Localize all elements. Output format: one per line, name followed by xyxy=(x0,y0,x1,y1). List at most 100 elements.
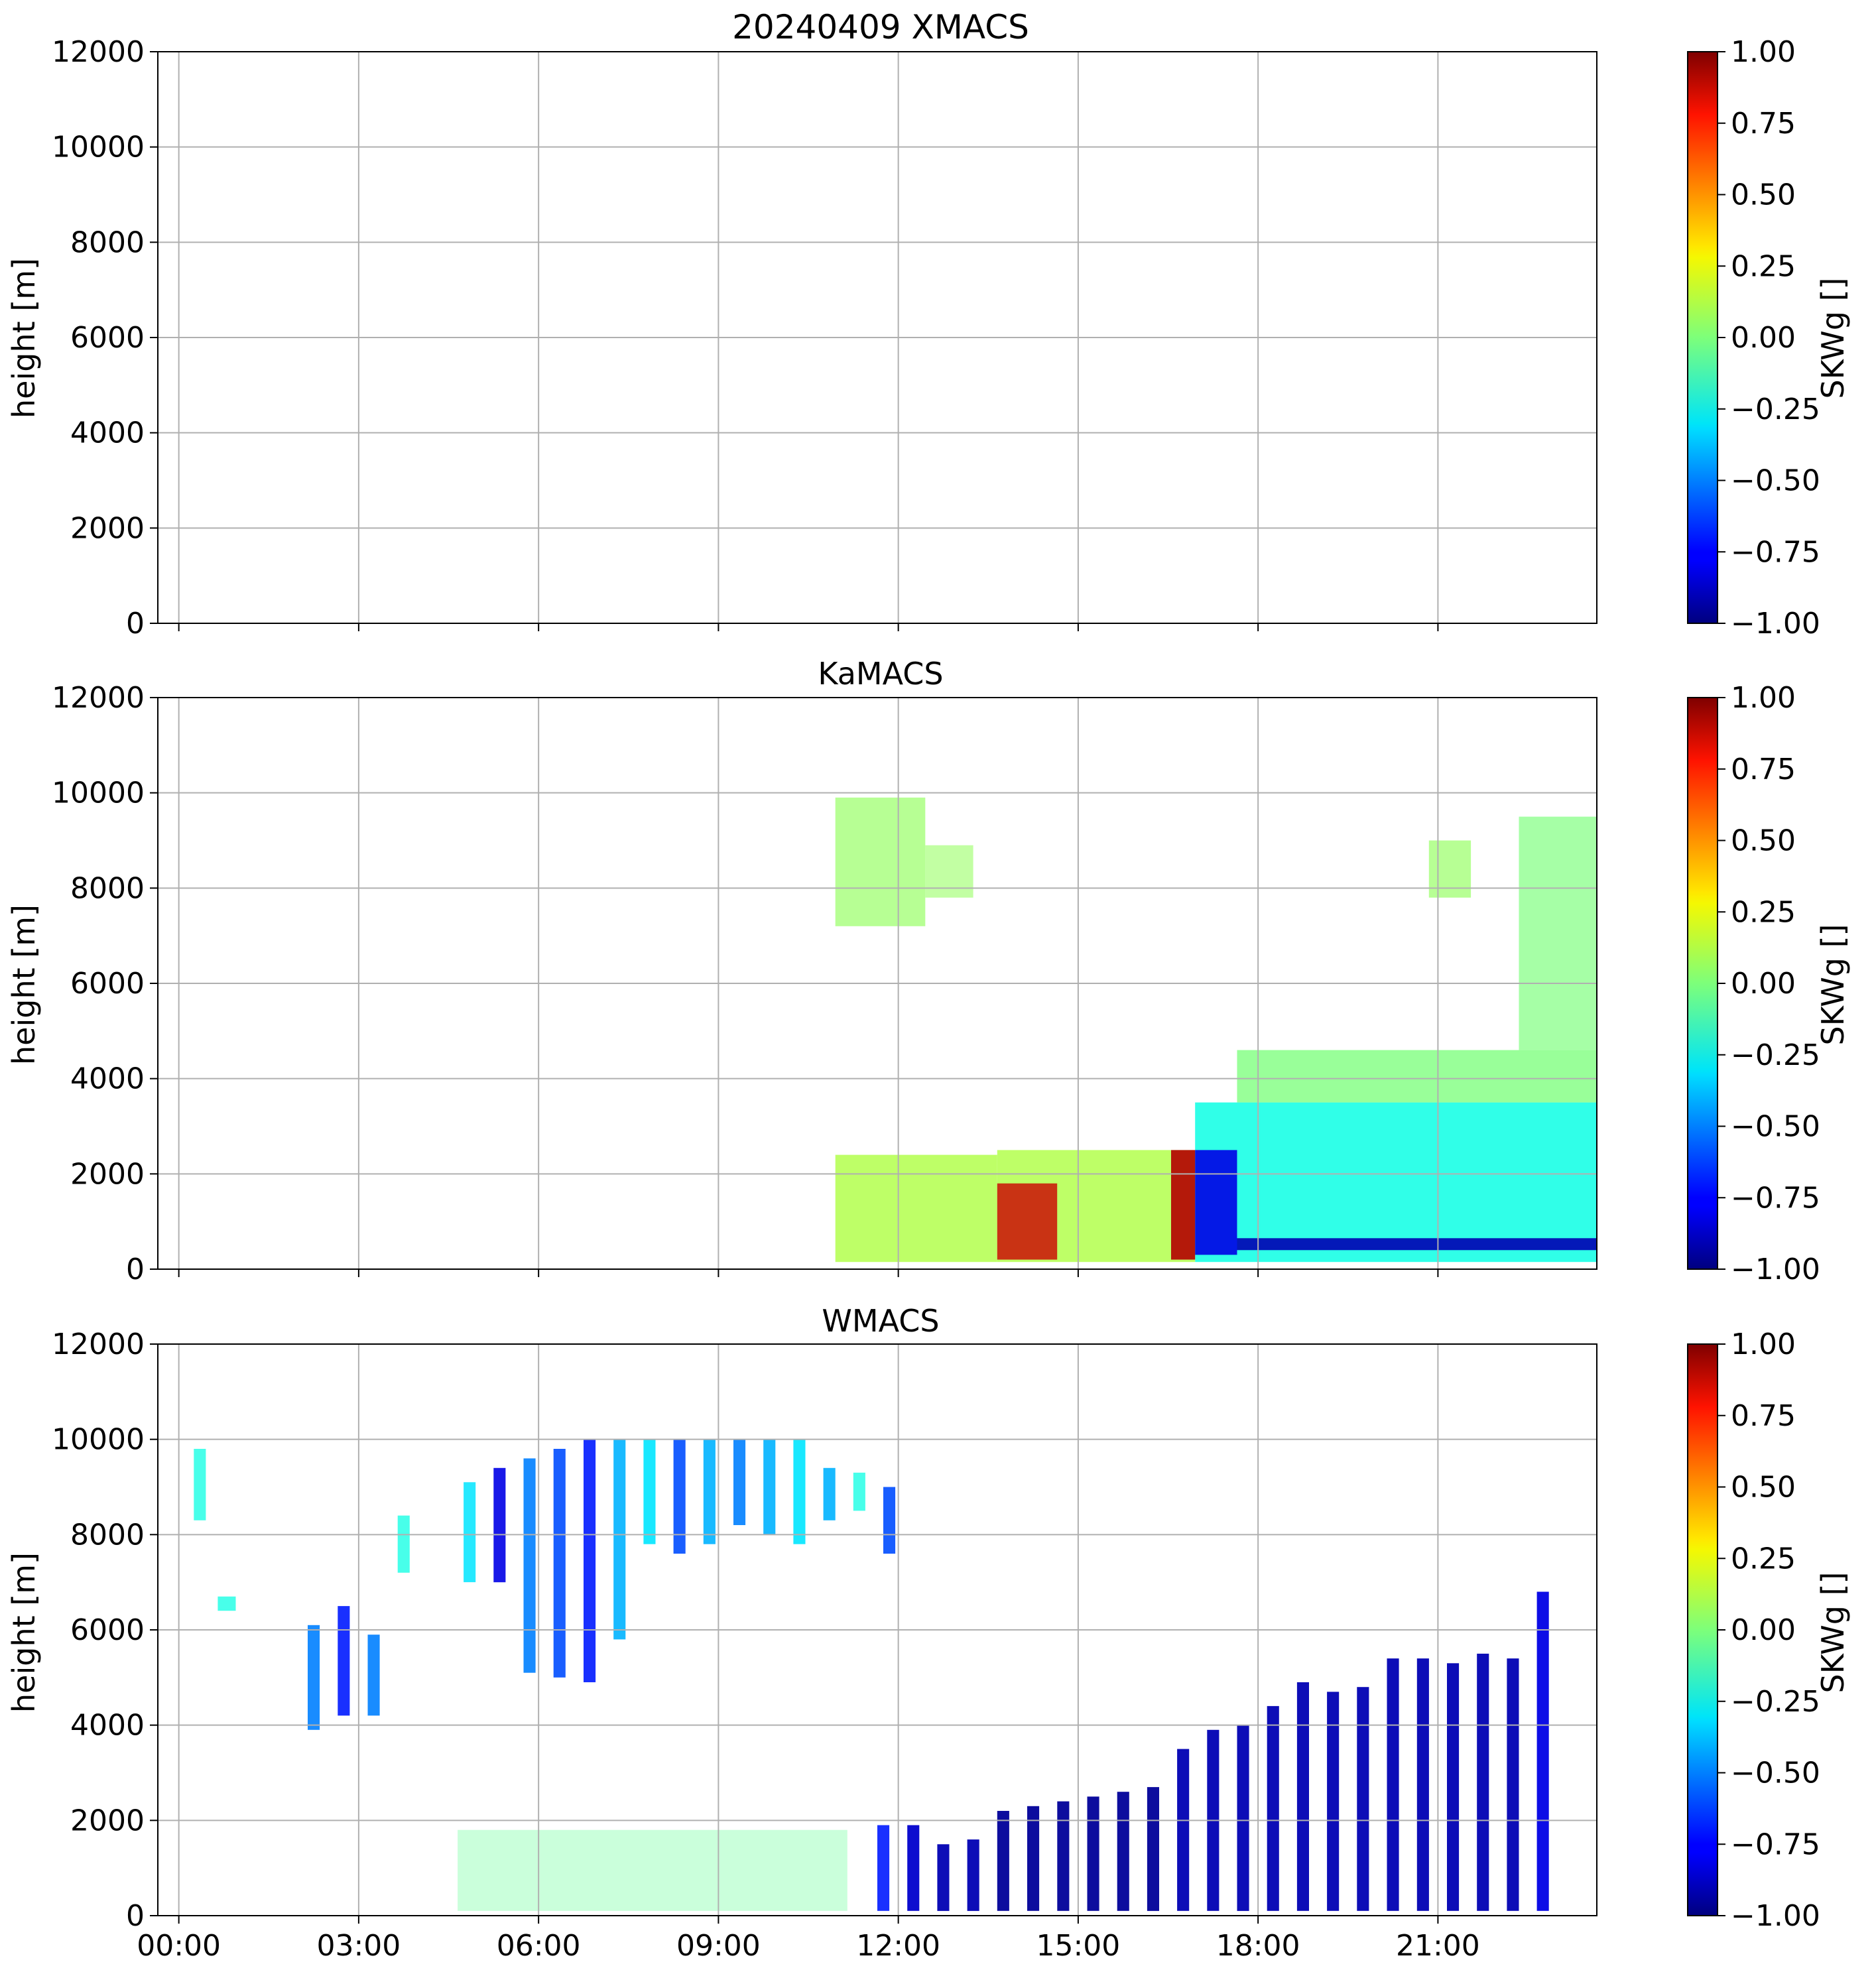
y-tick-label: 6000 xyxy=(70,321,145,355)
data-region xyxy=(218,1596,236,1611)
x-tick-label: 18:00 xyxy=(1216,1929,1300,1963)
data-region xyxy=(308,1625,320,1730)
y-tick-label: 8000 xyxy=(70,871,145,905)
data-region xyxy=(1387,1658,1399,1911)
data-region xyxy=(1416,1658,1429,1911)
colorbar-gradient xyxy=(1687,51,1718,624)
data-region xyxy=(835,1154,997,1263)
colorbar-tick-label: 0.25 xyxy=(1731,249,1796,283)
data-region xyxy=(1117,1792,1129,1911)
y-tick-label: 10000 xyxy=(52,776,145,810)
x-axis xyxy=(178,1269,1439,1277)
plot-area: 0 2000 4000 6000 8000 10000 12000 xyxy=(52,681,1597,1286)
data-region xyxy=(967,1839,979,1911)
colorbar-tick-label: 0.00 xyxy=(1731,967,1796,1001)
data-region xyxy=(937,1844,950,1911)
y-axis: 0 2000 4000 6000 8000 10000 12000 xyxy=(52,35,158,641)
data-region xyxy=(643,1439,656,1544)
colorbar-tick-label: −0.75 xyxy=(1731,1827,1820,1861)
x-tick-label: 03:00 xyxy=(316,1929,401,1963)
data-region xyxy=(493,1467,506,1583)
colorbar-tick-label: 0.50 xyxy=(1731,178,1796,212)
data-region xyxy=(367,1635,380,1716)
colorbar-tick-label: 1.00 xyxy=(1731,1328,1796,1361)
data-region xyxy=(1171,1150,1196,1260)
data-region xyxy=(835,797,926,926)
y-tick-label: 4000 xyxy=(70,1709,145,1743)
colorbar-tick-label: 1.00 xyxy=(1731,681,1796,715)
colorbar-tick-label: 0.50 xyxy=(1731,1471,1796,1505)
y-tick-label: 12000 xyxy=(52,1328,145,1361)
data-region xyxy=(1057,1801,1070,1911)
x-tick-label: 21:00 xyxy=(1396,1929,1480,1963)
y-axis-label: height [m] xyxy=(6,904,42,1065)
colorbar-tick-label: −0.75 xyxy=(1731,535,1820,569)
colorbar-tick-label: 0.25 xyxy=(1731,1542,1796,1575)
data-region xyxy=(1087,1796,1099,1911)
data-region xyxy=(673,1439,686,1554)
data-region xyxy=(1237,1725,1249,1911)
colorbar-tick-label: 0.75 xyxy=(1731,753,1796,786)
colorbar-tick-label: 0.50 xyxy=(1731,824,1796,858)
data-region xyxy=(1027,1806,1040,1911)
colorbar: −1.00 −0.75 −0.50 −0.25 0.00 0.25 0.50 0.75 1.00 xyxy=(1687,681,1820,1286)
colorbar-label: SKWg [] xyxy=(1815,278,1851,399)
data-region xyxy=(1507,1658,1519,1911)
data-region xyxy=(1477,1653,1489,1911)
colorbar-tick-label: 0.25 xyxy=(1731,895,1796,929)
data-region xyxy=(553,1449,566,1678)
colorbar-tick-label: −0.75 xyxy=(1731,1181,1820,1215)
y-tick-label: 2000 xyxy=(70,1157,145,1191)
data-region xyxy=(877,1825,890,1911)
data-region xyxy=(194,1449,206,1520)
y-tick-label: 0 xyxy=(126,1253,145,1286)
y-tick-label: 10000 xyxy=(52,1423,145,1457)
data-region xyxy=(1195,1102,1597,1263)
x-axis: 00:00 03:00 06:00 09:00 12:00 15:00 18:00 21:00 xyxy=(137,1916,1480,1963)
y-tick-label: 8000 xyxy=(70,1518,145,1552)
data-region xyxy=(1267,1705,1279,1911)
data-region xyxy=(523,1458,536,1673)
panel-title: 20240409 XMACS xyxy=(732,8,1029,46)
data-region xyxy=(1237,1238,1597,1251)
data-region xyxy=(1237,1050,1597,1103)
panel-title: WMACS xyxy=(822,1303,939,1339)
x-tick-label: 15:00 xyxy=(1036,1929,1120,1963)
data-region xyxy=(997,1183,1058,1260)
y-axis: 0 2000 4000 6000 8000 10000 12000 xyxy=(52,1328,158,1933)
colorbar-tick-label: −1.00 xyxy=(1731,1253,1820,1286)
colorbar-tick-label: 0.75 xyxy=(1731,1399,1796,1433)
panel-title: KaMACS xyxy=(818,656,943,692)
y-tick-label: 0 xyxy=(126,1899,145,1933)
data-region xyxy=(397,1515,410,1573)
data-region xyxy=(853,1472,865,1511)
colorbar-label: SKWg [] xyxy=(1815,1572,1851,1694)
y-tick-label: 4000 xyxy=(70,416,145,450)
data-region xyxy=(997,1811,1009,1911)
data-region xyxy=(703,1439,716,1544)
colorbar-tick-label: 0.00 xyxy=(1731,1613,1796,1647)
plot-area: 0 2000 4000 6000 8000 10000 12000 xyxy=(52,35,1597,641)
data-region xyxy=(1296,1682,1309,1911)
colorbar-gradient xyxy=(1687,697,1718,1270)
data-region xyxy=(907,1825,920,1911)
colorbar-tick-label: 0.75 xyxy=(1731,107,1796,141)
colorbar-label: SKWg [] xyxy=(1815,924,1851,1046)
data-region xyxy=(613,1439,626,1640)
data-regions xyxy=(835,797,1597,1263)
data-region xyxy=(925,845,973,898)
data-region xyxy=(464,1482,476,1583)
data-region xyxy=(584,1439,596,1682)
y-tick-label: 6000 xyxy=(70,967,145,1001)
colorbar-tick-label: −0.25 xyxy=(1731,393,1820,426)
colorbar-tick-label: −1.00 xyxy=(1731,607,1820,641)
colorbar-tick-label: 0.00 xyxy=(1731,321,1796,355)
y-axis-label: height [m] xyxy=(6,1552,42,1713)
colorbar-tick-label: −0.50 xyxy=(1731,1110,1820,1144)
y-tick-label: 4000 xyxy=(70,1062,145,1096)
colorbar-tick-label: −0.50 xyxy=(1731,1757,1820,1790)
x-axis xyxy=(178,623,1439,631)
colorbar: −1.00 −0.75 −0.50 −0.25 0.00 0.25 0.50 0.75 1.00 xyxy=(1687,1328,1820,1933)
data-region xyxy=(1536,1591,1549,1911)
